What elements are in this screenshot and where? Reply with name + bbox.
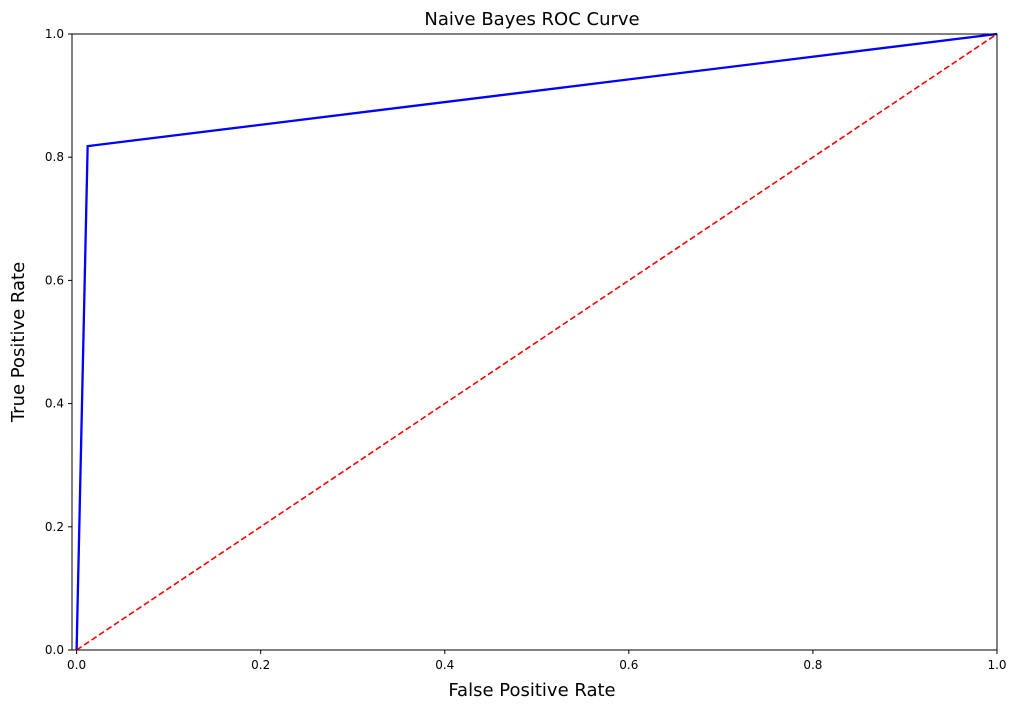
x-axis-label: False Positive Rate [448,680,615,701]
y-tick-label: 0.6 [45,273,64,287]
y-tick-label: 0.0 [45,643,64,657]
x-axis-ticks: 0.0 0.2 0.4 0.6 0.8 1.0 [67,650,1007,672]
plot-area [75,32,998,651]
x-tick-label: 0.2 [251,658,270,672]
x-tick-label: 0.4 [435,658,454,672]
chart-title: Naive Bayes ROC Curve [424,9,639,30]
y-tick-label: 0.8 [45,150,64,164]
y-axis-ticks: 0.0 0.2 0.4 0.6 0.8 1.0 [45,27,72,657]
series-0-line [75,32,998,651]
series-1-line [76,33,998,651]
y-tick-label: 1.0 [45,27,64,41]
x-tick-label: 0.8 [803,658,822,672]
x-tick-label: 1.0 [987,658,1006,672]
y-axis-label: True Positive Rate [8,262,29,423]
x-tick-label: 0.0 [67,658,86,672]
axes-frame [71,33,998,651]
y-tick-label: 0.2 [45,520,64,534]
y-tick-label: 0.4 [45,397,64,411]
x-tick-label: 0.6 [619,658,638,672]
